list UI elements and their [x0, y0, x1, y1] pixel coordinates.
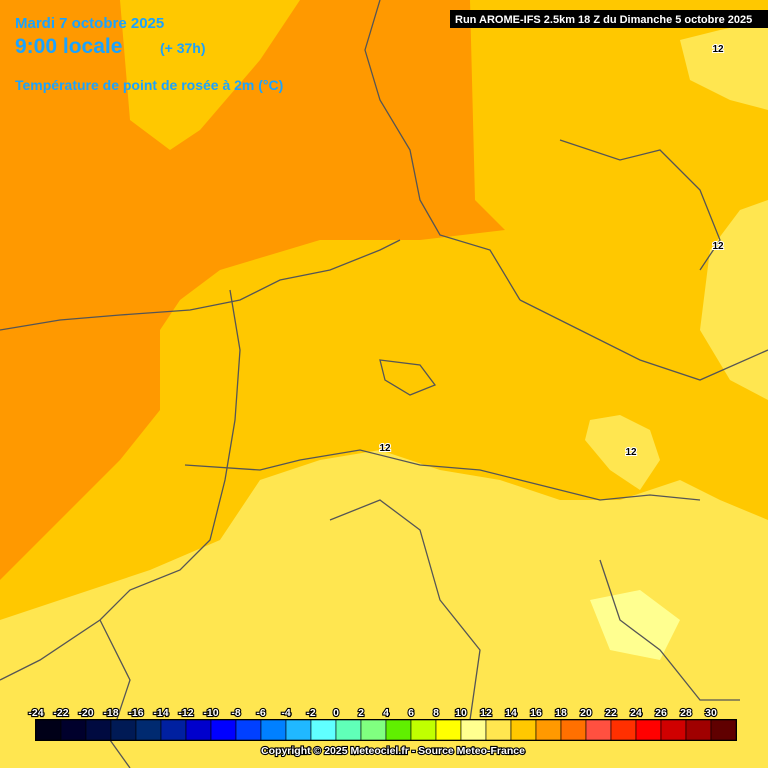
- border: [99, 619, 131, 769]
- colorbar-swatch: [260, 719, 287, 741]
- border: [0, 289, 241, 681]
- colorbar-label: 6: [408, 707, 414, 719]
- border: [599, 559, 740, 701]
- colorbar-swatch: [560, 719, 587, 741]
- colorbar-swatch: [335, 719, 362, 741]
- colorbar-label: 4: [383, 707, 389, 719]
- parameter: Température de point de rosée à 2m (°C): [15, 77, 283, 93]
- colorbar-swatch: [535, 719, 562, 741]
- run-banner: [450, 10, 768, 28]
- border: [184, 449, 701, 501]
- colorbar-label: -4: [281, 707, 290, 719]
- colorbar-label: 2: [358, 707, 364, 719]
- colorbar-label: -14: [153, 707, 168, 719]
- colorbar-swatch: [110, 719, 137, 741]
- colorbar-swatch: [685, 719, 712, 741]
- colorbar-label: -20: [78, 707, 93, 719]
- colorbar-label: 24: [630, 707, 642, 719]
- colorbar-label: 22: [605, 707, 617, 719]
- colorbar-label: -22: [53, 707, 68, 719]
- field-12-patch: [700, 200, 768, 400]
- colorbar-swatch: [410, 719, 437, 741]
- colorbar-swatch: [585, 719, 612, 741]
- contour-label: 12: [712, 241, 724, 252]
- colorbar-label: -10: [203, 707, 218, 719]
- colorbar-label: 14: [505, 707, 517, 719]
- contour-label: 12: [625, 447, 637, 458]
- colorbar-swatch: [660, 719, 687, 741]
- colorbar-swatch: [235, 719, 262, 741]
- colorbar-swatch: [435, 719, 462, 741]
- colorbar-swatch: [710, 719, 737, 741]
- colorbar-label: 16: [530, 707, 542, 719]
- colorbar-label: -6: [256, 707, 265, 719]
- lake: [379, 359, 437, 396]
- field-12-patch: [680, 20, 768, 110]
- time: 9:00 locale: [15, 35, 122, 58]
- colorbar-swatch: [510, 719, 537, 741]
- colorbar-swatch: [310, 719, 337, 741]
- field-12-patch: [585, 415, 660, 490]
- run-info: Run AROME-IFS 2.5km 18 Z du Dimanche 5 o…: [455, 14, 752, 26]
- border: [559, 139, 721, 271]
- colorbar-swatch: [85, 719, 112, 741]
- colorbar-label: -2: [306, 707, 315, 719]
- colorbar-label: 8: [433, 707, 439, 719]
- colorbar-swatch: [135, 719, 162, 741]
- date: Mardi 7 octobre 2025: [15, 15, 164, 32]
- colorbar-swatch: [285, 719, 312, 741]
- colorbar-label: -8: [231, 707, 240, 719]
- colorbar-label: 10: [455, 707, 467, 719]
- colorbar-label: 0: [333, 707, 339, 719]
- colorbar-label: 26: [655, 707, 667, 719]
- colorbar-label: 18: [555, 707, 567, 719]
- coastline: [0, 239, 401, 331]
- colorbar-swatch: [210, 719, 237, 741]
- colorbar-swatch: [385, 719, 412, 741]
- field-14-patch: [120, 0, 300, 150]
- field-12: [0, 450, 768, 768]
- colorbar-label: -16: [128, 707, 143, 719]
- colorbar-label: 28: [680, 707, 692, 719]
- lead-time: (+ 37h): [160, 40, 206, 56]
- border: [519, 299, 768, 381]
- colorbar-swatch: [160, 719, 187, 741]
- colorbar-label: 30: [705, 707, 717, 719]
- field-10-patch: [590, 590, 680, 660]
- colorbar-label: -12: [178, 707, 193, 719]
- field-16: [0, 0, 505, 580]
- colorbar-swatch: [610, 719, 637, 741]
- colorbar-label: -24: [28, 707, 43, 719]
- colorbar-label: 20: [580, 707, 592, 719]
- colorbar-label: 12: [480, 707, 492, 719]
- contour-label: 12: [379, 443, 391, 454]
- coastline: [364, 0, 521, 301]
- colorbar-swatch: [635, 719, 662, 741]
- colorbar-swatch: [460, 719, 487, 741]
- colorbar-swatch: [185, 719, 212, 741]
- colorbar-swatch: [485, 719, 512, 741]
- colorbar-swatch: [60, 719, 87, 741]
- colorbar-swatch: [360, 719, 387, 741]
- colorbar-label: -18: [103, 707, 118, 719]
- border: [329, 499, 481, 721]
- contour-label: 12: [712, 44, 724, 55]
- colorbar-swatch: [35, 719, 62, 741]
- copyright: Copyright © 2025 Meteociel.fr - Source M…: [261, 745, 525, 757]
